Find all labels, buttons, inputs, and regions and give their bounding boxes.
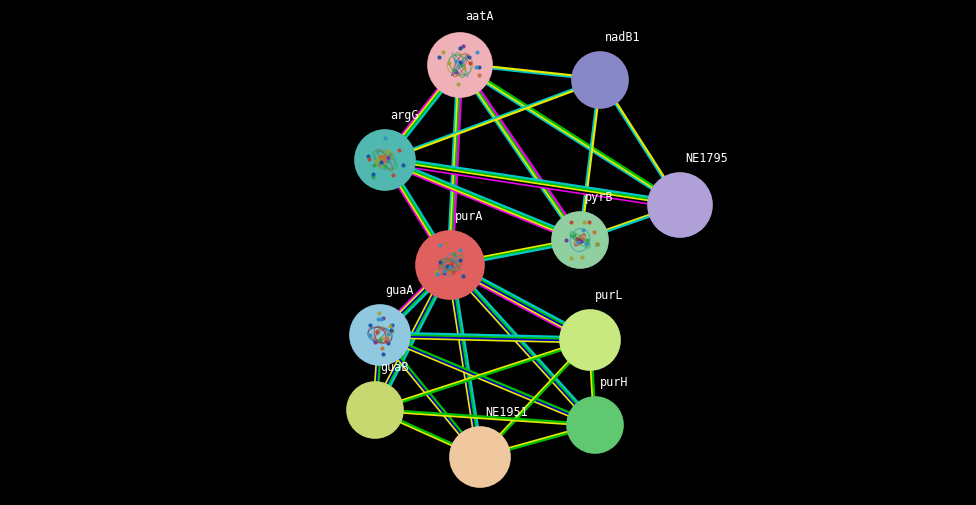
Circle shape xyxy=(648,173,712,237)
Text: purL: purL xyxy=(595,289,624,302)
Text: guaB: guaB xyxy=(380,361,409,374)
Text: guaA: guaA xyxy=(385,284,414,297)
Circle shape xyxy=(428,33,492,97)
Text: nadB1: nadB1 xyxy=(605,31,640,44)
Text: purA: purA xyxy=(455,210,483,223)
Circle shape xyxy=(355,130,415,190)
Circle shape xyxy=(450,427,510,487)
Text: NE1795: NE1795 xyxy=(685,152,728,165)
Circle shape xyxy=(350,305,410,365)
Circle shape xyxy=(552,212,608,268)
Circle shape xyxy=(572,52,628,108)
Circle shape xyxy=(567,397,623,453)
Text: argG: argG xyxy=(390,109,419,122)
Circle shape xyxy=(347,382,403,438)
Circle shape xyxy=(416,231,484,299)
Circle shape xyxy=(560,310,620,370)
Text: purH: purH xyxy=(600,376,629,389)
Text: aatA: aatA xyxy=(465,10,494,23)
Text: pyrB: pyrB xyxy=(585,191,614,204)
Text: NE1951: NE1951 xyxy=(485,406,528,419)
